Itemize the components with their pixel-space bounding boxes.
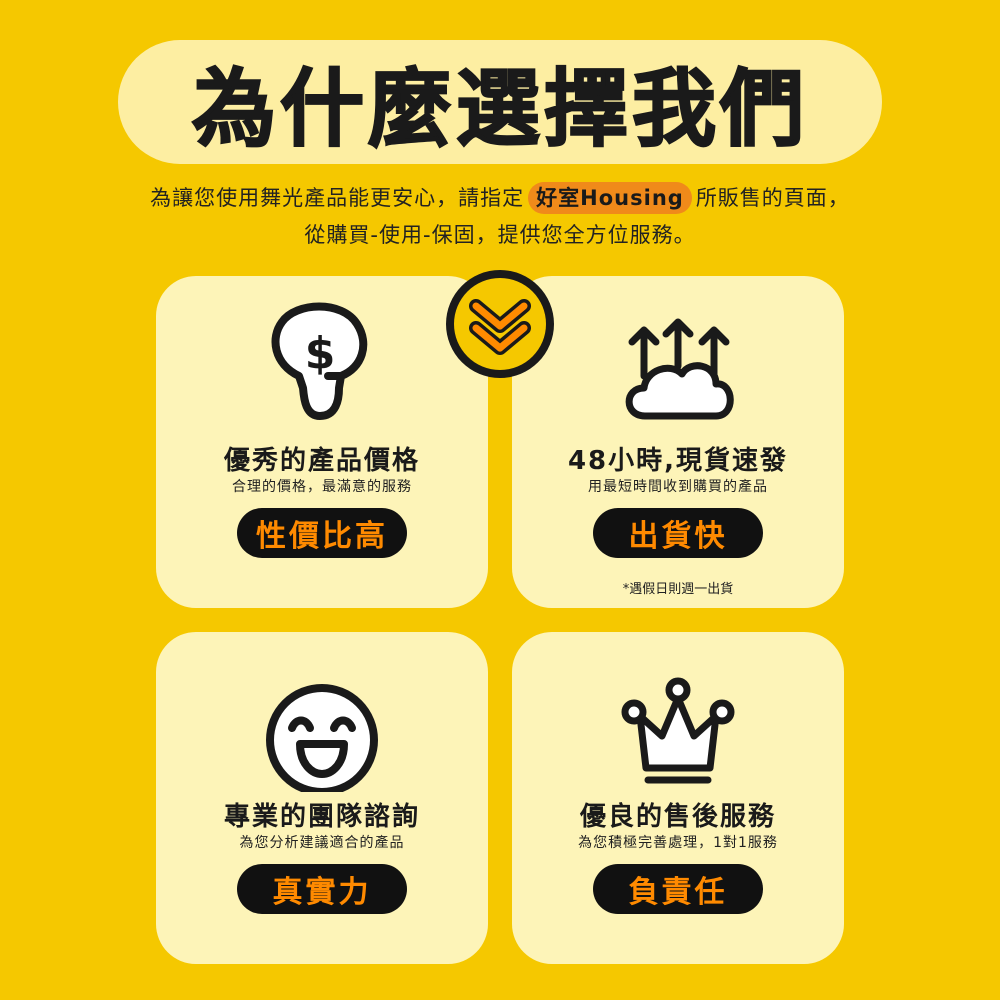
page-title: 為什麼選擇我們: [191, 59, 808, 159]
brand-highlight: 好室Housing: [528, 182, 692, 214]
card-description: 為您積極完善處理，1對1服務: [578, 835, 778, 851]
card-title: 48小時,現貨速發: [567, 446, 789, 476]
card-description: 為您分析建議適合的產品: [239, 835, 405, 851]
card-tag: 負責任: [593, 864, 763, 914]
card-description: 合理的價格，最滿意的服務: [232, 479, 412, 495]
card-title: 專業的團隊諮詢: [223, 802, 420, 832]
card-price: $ 優秀的產品價格 合理的價格，最滿意的服務 性價比高: [156, 276, 488, 608]
title-banner: 為什麼選擇我們: [118, 40, 882, 164]
intro-line-1-before: 為讓您使用舞光產品能更安心，請指定: [150, 186, 525, 210]
intro-line-1-after: 所販售的頁面，: [695, 186, 850, 210]
card-description: 用最短時間收到購買的產品: [588, 479, 768, 495]
card-tag: 性價比高: [237, 508, 407, 558]
card-after-sales: 優良的售後服務 為您積極完善處理，1對1服務 負責任: [512, 632, 844, 964]
intro-text: 為讓您使用舞光產品能更安心，請指定 好室Housing 所販售的頁面， 從購買-使用…: [0, 180, 1000, 254]
svg-text:$: $: [305, 328, 336, 379]
double-chevron-down-icon: [442, 266, 558, 382]
card-shipping: 48小時,現貨速發 用最短時間收到購買的產品 出貨快 *遇假日則週一出貨: [512, 276, 844, 608]
crown-icon: [512, 632, 844, 792]
cloud-arrows-icon: [512, 276, 844, 436]
card-tag: 出貨快: [593, 508, 763, 558]
card-title: 優良的售後服務: [579, 802, 776, 832]
card-note: *遇假日則週一出貨: [622, 582, 734, 597]
card-consulting: 專業的團隊諮詢 為您分析建議適合的產品 真實力: [156, 632, 488, 964]
card-tag: 真實力: [237, 864, 407, 914]
intro-line-2: 從購買-使用-保固，提供您全方位服務。: [304, 223, 696, 247]
intro-line-1: 為讓您使用舞光產品能更安心，請指定 好室Housing 所販售的頁面，: [0, 180, 1000, 217]
lightbulb-dollar-icon: $: [156, 276, 488, 436]
card-title: 優秀的產品價格: [223, 446, 420, 476]
smiley-face-icon: [156, 632, 488, 796]
